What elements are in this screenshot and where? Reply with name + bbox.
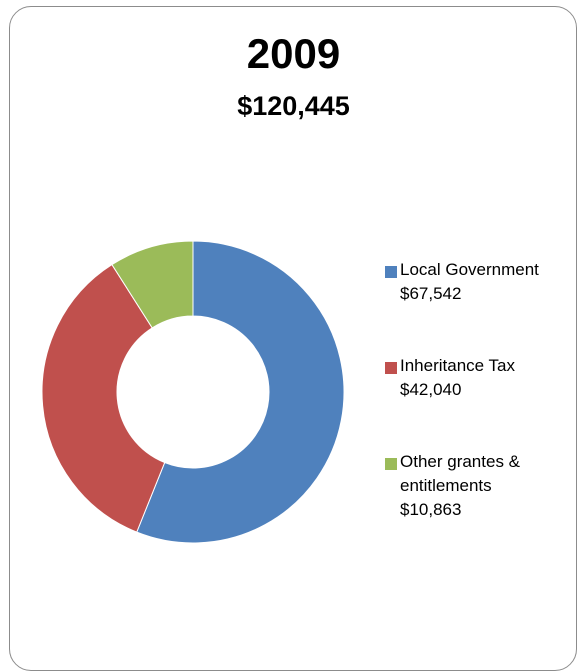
slice-local-government <box>136 240 345 544</box>
legend-label-inheritance-tax: Inheritance Tax <box>400 356 515 375</box>
legend-swatch-other-grants <box>385 458 397 470</box>
chart-title: 2009 <box>246 30 341 77</box>
legend-value-other-grants: $10,863 <box>400 500 462 519</box>
legend-value-local-government: $67,542 <box>400 284 462 303</box>
donut-chart <box>41 240 345 544</box>
legend-label-other-grants-line1: Other grantes & <box>400 452 521 471</box>
legend-swatch-local-government <box>385 266 397 278</box>
chart-subtitle: $120,445 <box>237 91 350 121</box>
legend-label-other-grants-line2: entitlements <box>400 476 492 495</box>
legend-label-local-government: Local Government <box>400 260 539 279</box>
slice-inheritance-tax <box>41 263 166 533</box>
slice-other-grants <box>111 240 194 329</box>
legend-swatch-inheritance-tax <box>385 362 397 374</box>
legend-value-inheritance-tax: $42,040 <box>400 380 462 399</box>
